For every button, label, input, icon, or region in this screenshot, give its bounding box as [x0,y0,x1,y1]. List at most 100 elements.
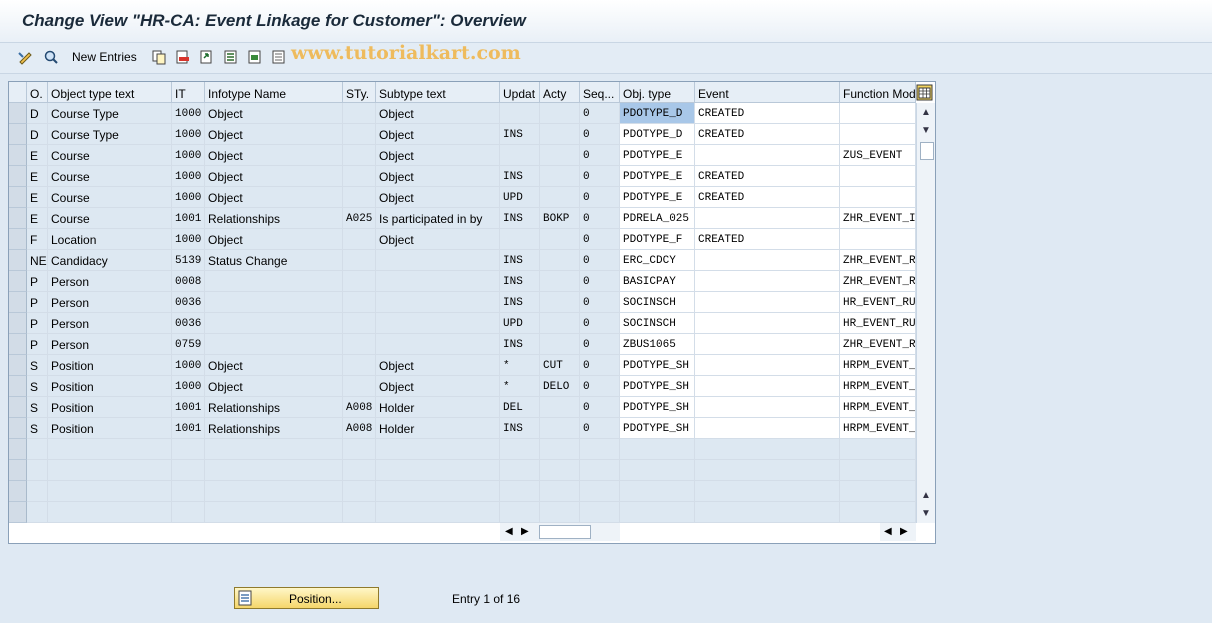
col-update-header[interactable]: Updat [500,82,540,103]
hscroll-thumb[interactable] [539,525,591,539]
col-function-module-cell[interactable] [840,166,916,187]
row-selector[interactable] [9,250,27,271]
col-activity-header[interactable]: Acty [540,82,580,103]
col-function-module-cell[interactable]: ZHR_EVENT_I [840,208,916,229]
col-event-cell[interactable] [695,250,840,271]
col-event-cell[interactable] [695,418,840,439]
table-settings-icon[interactable] [916,84,933,101]
row-selector[interactable] [9,439,27,460]
col-sequence-header[interactable]: Seq... [580,82,620,103]
col-obj-type-header[interactable]: Obj. type [620,82,695,103]
select-all-icon[interactable] [222,48,240,66]
scroll-down-icon[interactable]: ▼ [921,125,931,136]
new-entries-button[interactable]: New Entries [72,50,137,64]
col-obj-type-cell[interactable]: SOCINSCH [620,313,695,334]
row-selector[interactable] [9,376,27,397]
col-obj-type-cell[interactable]: PDOTYPE_SH [620,418,695,439]
col-event-cell[interactable]: CREATED [695,103,840,124]
col-function-module-cell[interactable]: ZHR_EVENT_R [840,271,916,292]
col-obj-type-cell[interactable]: PDOTYPE_SH [620,397,695,418]
col-event-cell[interactable] [695,145,840,166]
col-function-module-cell[interactable] [840,187,916,208]
row-selector[interactable] [9,418,27,439]
scroll-page-up-icon[interactable]: ▲ [921,490,931,501]
row-selector[interactable] [9,292,27,313]
col-function-module-cell[interactable]: ZHR_EVENT_R [840,250,916,271]
col-event-cell[interactable] [695,313,840,334]
col-object-type-header[interactable]: O. [27,82,48,103]
col-obj-type-cell[interactable]: PDOTYPE_E [620,187,695,208]
col-event-cell[interactable] [695,208,840,229]
column-scroll-left-icon[interactable]: ◀ [884,526,892,537]
col-event-cell[interactable] [695,355,840,376]
row-selector[interactable] [9,313,27,334]
column-scrollbar[interactable]: ◀ ▶ [880,523,916,541]
col-event-cell[interactable]: CREATED [695,187,840,208]
col-event-cell[interactable]: CREATED [695,124,840,145]
col-obj-type-cell[interactable]: PDOTYPE_D [620,124,695,145]
row-selector[interactable] [9,481,27,502]
col-obj-type-cell[interactable]: PDOTYPE_SH [620,376,695,397]
select-block-icon[interactable] [246,48,264,66]
col-event-cell[interactable] [695,292,840,313]
scroll-up-icon[interactable]: ▲ [921,107,931,118]
row-selector[interactable] [9,502,27,523]
col-function-module-cell[interactable] [840,229,916,250]
col-subtype-text-header[interactable]: Subtype text [376,82,500,103]
col-event-cell[interactable] [695,376,840,397]
change-display-icon[interactable] [17,48,35,66]
position-button[interactable]: Position... [234,587,379,609]
scroll-right-icon[interactable]: ▶ [521,526,529,537]
row-selector[interactable] [9,271,27,292]
scroll-page-down-icon[interactable]: ▼ [921,508,931,519]
undo-icon[interactable] [198,48,216,66]
column-scroll-right-icon[interactable]: ▶ [900,526,908,537]
deselect-all-icon[interactable] [270,48,288,66]
col-function-module-cell[interactable]: HRPM_EVENT_ [840,376,916,397]
col-event-cell[interactable] [695,271,840,292]
col-function-module-cell[interactable]: ZUS_EVENT [840,145,916,166]
col-event-cell[interactable]: CREATED [695,166,840,187]
col-obj-type-cell[interactable]: ZBUS1065 [620,334,695,355]
row-selector[interactable] [9,208,27,229]
col-obj-type-cell[interactable]: PDRELA_025 [620,208,695,229]
row-selector[interactable] [9,187,27,208]
col-function-module-cell[interactable]: HR_EVENT_RU [840,313,916,334]
col-event-cell[interactable] [695,334,840,355]
col-obj-type-cell[interactable]: ERC_CDCY [620,250,695,271]
col-function-module-cell[interactable]: HRPM_EVENT_ [840,418,916,439]
col-function-module-cell[interactable] [840,103,916,124]
horizontal-scrollbar[interactable]: ◀ ▶ [500,523,620,541]
col-function-module-cell[interactable]: HRPM_EVENT_ [840,355,916,376]
col-function-module-cell[interactable] [840,124,916,145]
row-selector[interactable] [9,229,27,250]
col-obj-type-cell[interactable]: PDOTYPE_F [620,229,695,250]
select-all-rows-corner[interactable] [9,82,27,103]
col-obj-type-cell[interactable]: PDOTYPE_SH [620,355,695,376]
col-subtype-header[interactable]: STy. [343,82,376,103]
row-selector[interactable] [9,334,27,355]
row-selector[interactable] [9,124,27,145]
details-icon[interactable] [42,48,60,66]
delete-icon[interactable] [174,48,192,66]
row-selector[interactable] [9,355,27,376]
vertical-scrollbar[interactable]: ▲ ▼ ▲ ▼ [916,103,935,523]
col-obj-type-cell[interactable]: BASICPAY [620,271,695,292]
col-event-cell[interactable]: CREATED [695,229,840,250]
col-obj-type-cell[interactable]: PDOTYPE_D [620,103,695,124]
col-obj-type-cell[interactable]: PDOTYPE_E [620,166,695,187]
col-function-module-header[interactable]: Function Mod [840,82,916,103]
copy-icon[interactable] [150,48,168,66]
col-event-header[interactable]: Event [695,82,840,103]
row-selector[interactable] [9,397,27,418]
col-event-cell[interactable] [695,397,840,418]
col-function-module-cell[interactable]: HR_EVENT_RU [840,292,916,313]
row-selector[interactable] [9,166,27,187]
scroll-thumb[interactable] [920,142,934,160]
row-selector[interactable] [9,460,27,481]
scroll-left-icon[interactable]: ◀ [505,526,513,537]
row-selector[interactable] [9,145,27,166]
row-selector[interactable] [9,103,27,124]
col-infotype-header[interactable]: IT [172,82,205,103]
col-obj-type-cell[interactable]: PDOTYPE_E [620,145,695,166]
